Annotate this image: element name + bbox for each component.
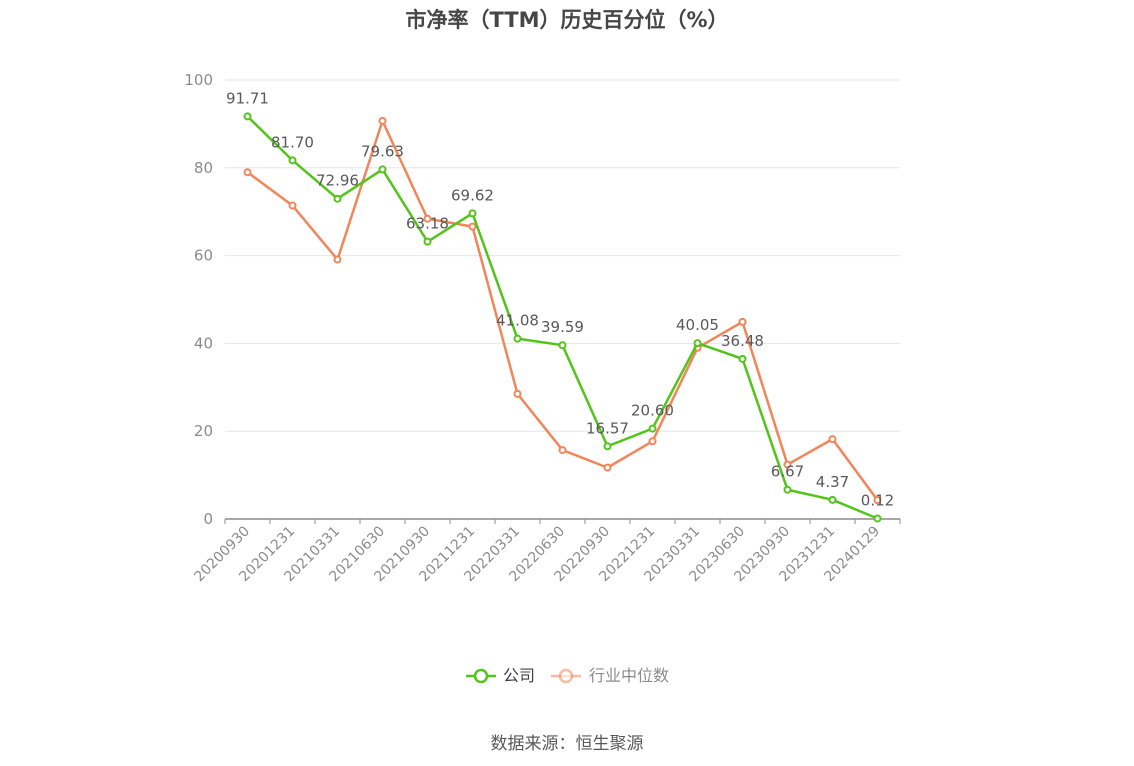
y-tick-label: 20 — [194, 422, 213, 440]
y-tick-label: 60 — [194, 247, 213, 265]
data-point — [783, 485, 792, 494]
data-point — [423, 214, 432, 223]
data-point — [378, 165, 387, 174]
legend-marker — [558, 668, 574, 684]
legend-marker — [473, 668, 489, 684]
data-point — [333, 194, 342, 203]
data-point — [603, 442, 612, 451]
y-tick-label: 0 — [203, 510, 213, 528]
data-label: 69.62 — [451, 186, 494, 204]
y-axis: 0 20 40 60 80 100 — [184, 71, 213, 528]
data-point — [828, 495, 837, 504]
y-tick-label: 40 — [194, 334, 213, 352]
data-point — [243, 168, 252, 177]
data-point — [513, 389, 522, 398]
data-point — [468, 209, 477, 218]
data-label: 63.18 — [406, 215, 449, 233]
source-note: 数据来源：恒生聚源 — [490, 734, 644, 754]
y-tick-label: 100 — [184, 71, 213, 89]
data-point — [423, 237, 432, 246]
legend: 公司 行业中位数 — [466, 666, 669, 685]
chart-title: 市净率（TTM）历史百分位（%） — [405, 8, 729, 32]
data-point — [738, 317, 747, 326]
series-lines — [243, 112, 882, 523]
data-label: 72.96 — [316, 172, 359, 190]
legend-label: 公司 — [503, 666, 535, 685]
data-point — [243, 112, 252, 121]
y-tick-label: 80 — [194, 159, 213, 177]
data-point — [603, 463, 612, 472]
data-label: 41.08 — [496, 312, 539, 330]
data-label: 39.59 — [541, 318, 584, 336]
data-label: 79.63 — [361, 142, 404, 160]
data-point — [693, 339, 702, 348]
data-point — [783, 460, 792, 469]
data-label: 0.12 — [861, 491, 894, 509]
data-point — [513, 334, 522, 343]
data-point — [873, 496, 882, 505]
data-label: 20.60 — [631, 402, 674, 420]
data-point — [738, 354, 747, 363]
data-point — [828, 435, 837, 444]
data-label: 36.48 — [721, 332, 764, 350]
data-point — [873, 514, 882, 523]
data-point — [648, 424, 657, 433]
data-point — [288, 156, 297, 165]
data-label: 81.70 — [271, 133, 314, 151]
data-point — [378, 116, 387, 125]
data-label: 16.57 — [586, 419, 629, 437]
data-point — [288, 201, 297, 210]
data-point — [468, 222, 477, 231]
data-label: 4.37 — [816, 473, 849, 491]
x-axis: 2020093020201231202103312021063020210930… — [191, 518, 901, 585]
data-point — [558, 341, 567, 350]
data-label: 91.71 — [226, 89, 269, 107]
data-label: 6.67 — [771, 463, 804, 481]
grid-lines — [225, 79, 900, 432]
data-point — [558, 446, 567, 455]
legend-label: 行业中位数 — [589, 666, 669, 685]
data-point — [648, 437, 657, 446]
data-point — [333, 255, 342, 264]
data-label: 40.05 — [676, 316, 719, 334]
